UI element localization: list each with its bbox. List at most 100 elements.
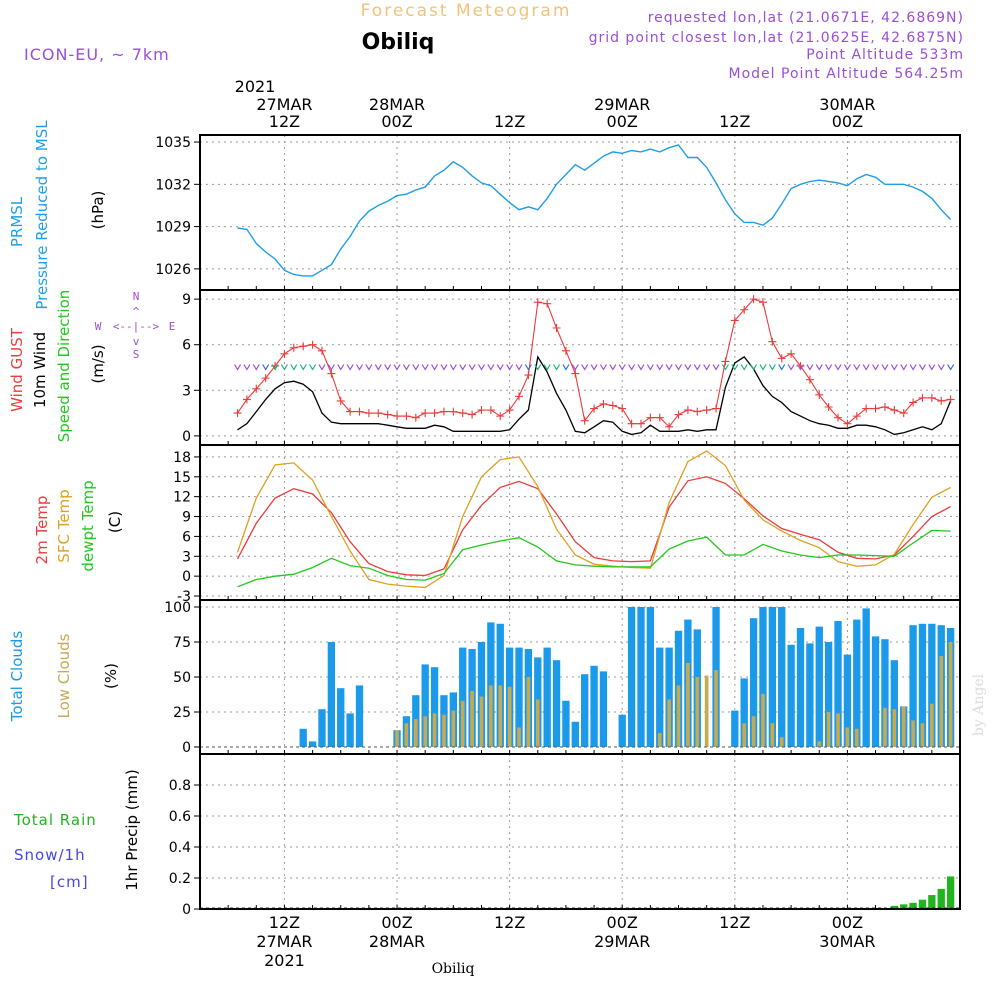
low-cloud-bar [535,699,540,747]
gust-marker [336,396,345,405]
wind-direction-arrow [759,364,767,371]
rain-bar [937,888,945,909]
gust-marker [355,407,364,416]
product-title: Forecast Meteogram [361,1,572,21]
gust-marker [730,316,739,325]
precip-panel: 0 0.2 0.4 0.6 0.8 [169,753,961,918]
wind-direction-arrow [524,364,532,371]
compass-n: N [133,290,140,303]
total-cloud-bar [581,674,589,747]
wind-direction-arrow [534,364,542,371]
gust-marker [280,349,289,358]
precip-ytick-label: 0 [182,902,191,918]
gust-marker [599,399,608,408]
top-date-label: 28MAR [369,95,425,114]
wind-direction-arrow [853,364,861,371]
gust-marker [862,404,871,413]
gust-marker [364,409,373,418]
total-cloud-bar [881,639,889,747]
total-cloud-bar [318,709,326,747]
total-cloud-bar [618,714,626,747]
wind-direction-arrow [374,364,382,371]
wind-direction-arrow [590,364,598,371]
prmsl-unit: (hPa) [89,191,107,230]
low-cloud-bar [920,723,925,747]
rain-bar [928,895,936,909]
gust-marker [299,342,308,351]
gust-marker [608,401,617,410]
total-cloud-bar [787,644,795,747]
total-cloud-bar [459,647,467,747]
total-cloud-bar [299,728,307,747]
snow-unit-label: [cm] [50,873,89,891]
bottom-hour-label: 00Z [832,913,863,932]
gust-marker [749,295,758,304]
gust-marker [289,343,298,352]
wind-direction-arrow [862,364,870,371]
wind-direction-arrow [412,364,420,371]
low-cloud-bar [714,670,718,747]
wind-direction-arrow [449,364,457,371]
gust-marker [242,395,251,404]
low-cloud-bar [770,723,775,747]
top-hour-label: 12Z [269,112,300,131]
temp2m-label: 2m Temp [33,496,51,565]
prmsl-sublabel: Pressure Reduced to MSL [33,120,51,310]
total-rain-label: Total Rain [13,811,97,829]
total-cloud-bar [515,647,523,747]
low-cloud-bar [836,713,840,747]
wind-direction-arrow [337,364,345,371]
gust-marker [486,406,495,415]
total-cloud-bar [853,619,861,747]
low-cloud-bar [742,723,747,747]
wind-direction-arrow [393,364,401,371]
gust-marker [233,409,242,418]
gust-marker [374,409,383,418]
wind-direction-arrow [768,364,776,371]
wind-direction-arrow [280,364,288,371]
gust-marker [937,396,946,405]
wind-direction-arrow [750,364,758,371]
wind-direction-arrow [740,364,748,371]
wind-compass: N ^ W <--|--> E v S [95,290,176,361]
pressure-ytick-label: 1026 [155,262,191,278]
bottom-date-label: 27MAR [256,932,312,951]
wind-direction-arrow [815,364,823,371]
gust-marker [458,409,467,418]
gust-marker [646,413,655,422]
low-cloud-bar [930,703,934,747]
wind-direction-arrow [656,364,664,371]
wind-direction-arrow [477,364,485,371]
wind-direction-arrow [262,364,270,371]
wind-direction-arrow [515,364,523,371]
wind-direction-arrow [421,364,429,371]
low-cloud-bar [911,720,915,747]
total-cloud-bar [355,685,364,747]
wind-direction-arrow [872,364,880,371]
prmsl-label: PRMSL [8,196,26,247]
model-altitude: Model Point Altitude 564.25m [729,66,964,82]
total-cloud-bar [759,607,767,747]
watermark: by Angel [971,673,987,736]
low-cloud-bar [404,723,409,747]
low-cloud-bar [845,727,850,747]
compass-s: S [133,348,140,361]
gust-marker [393,412,402,421]
gust-marker [805,375,814,384]
top-year-label: 2021 [235,77,276,96]
gust-marker [505,406,514,415]
total-cloud-bar [871,636,880,747]
wind-direction-arrow [271,364,279,371]
wind-direction-arrow [937,364,945,371]
pressure-frame [199,134,961,291]
bottom-hour-label: 12Z [719,913,750,932]
temp-panel: -3 0 3 6 9 12 15 18 [173,444,961,605]
total-cloud-bar [890,660,898,747]
wind-direction-arrow [900,364,908,371]
wind-direction-arrow [825,364,833,371]
clouds-panel: 0 25 50 75 100 [164,599,961,756]
total-cloud-bar [731,710,739,747]
gust-marker [890,406,899,415]
low-cloud-bar [423,716,428,747]
